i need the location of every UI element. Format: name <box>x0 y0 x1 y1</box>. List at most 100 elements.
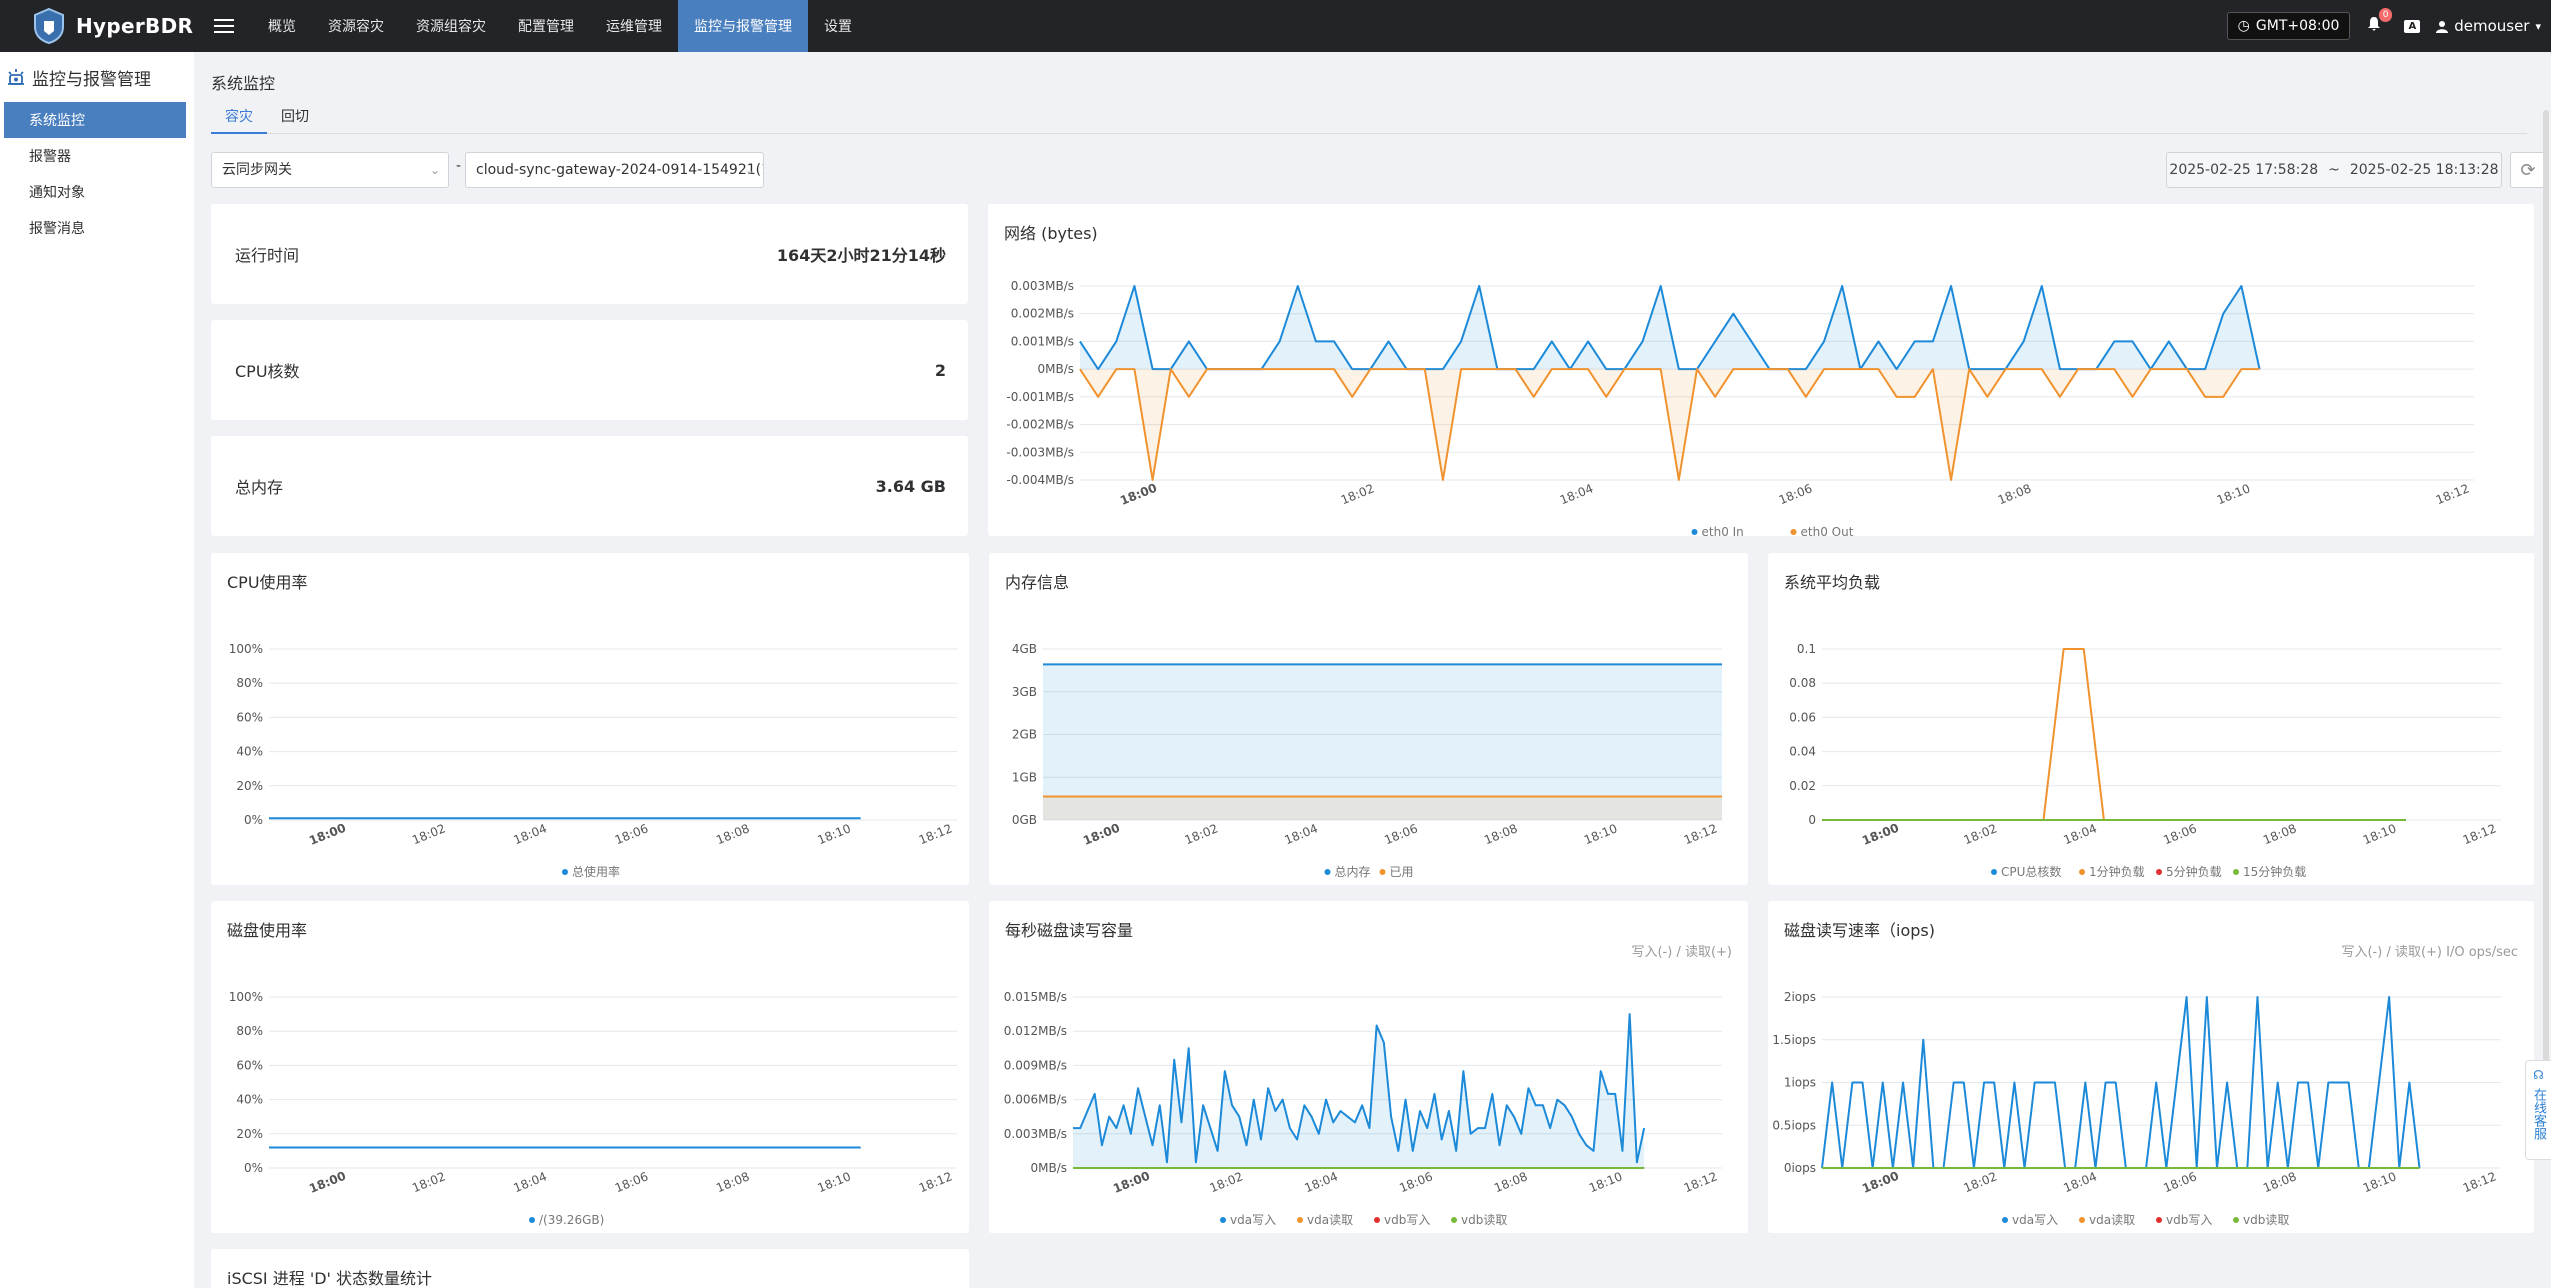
tab-dr[interactable]: 容灾 <box>211 104 267 134</box>
x-tick-label: 18:12 <box>1682 1169 1719 1195</box>
online-support-button[interactable]: ☊ 在线客服 <box>2525 1060 2551 1160</box>
date-range-picker[interactable]: 2025-02-25 17:58:28 ~ 2025-02-25 18:13:2… <box>2166 152 2502 188</box>
legend-item[interactable]: vda读取 <box>2079 1213 2135 1227</box>
y-tick-label: 80% <box>236 676 263 690</box>
nav-settings[interactable]: 设置 <box>824 19 852 35</box>
y-tick-label: 60% <box>236 1058 263 1072</box>
x-tick-label: 18:10 <box>1582 821 1619 847</box>
series-line <box>1821 996 2421 1169</box>
page-scrollbar[interactable] <box>2543 110 2549 1070</box>
series-line <box>1073 1013 1646 1164</box>
stat-label: 总内存 <box>235 478 284 497</box>
nav-resource-dr[interactable]: 资源容灾 <box>328 19 384 35</box>
sidebar-item-alarms[interactable]: 报警器 <box>29 149 71 165</box>
legend-item[interactable]: /(39.26GB) <box>529 1213 604 1227</box>
x-tick-label: 18:10 <box>2361 821 2398 847</box>
y-tick-label: 40% <box>236 745 263 759</box>
sidebar-item-system-monitor[interactable]: 系统监控 <box>4 102 186 138</box>
legend-item[interactable]: 总内存 <box>1324 865 1371 879</box>
chart-title: 每秒磁盘读写容量 <box>1005 921 1134 940</box>
legend-label: vdb写入 <box>2166 1213 2212 1227</box>
legend-label: 总使用率 <box>572 864 620 879</box>
main-nav: 概览 资源容灾 资源组容灾 配置管理 运维管理 监控与报警管理 设置 <box>252 0 868 52</box>
y-tick-label: 3GB <box>1012 685 1037 699</box>
type-select[interactable]: 云同步网关 ⌄ <box>211 152 449 188</box>
x-tick-label: 18:08 <box>714 1169 751 1195</box>
x-tick-label: 18:02 <box>410 821 447 847</box>
sidebar: 监控与报警管理 系统监控 报警器 通知对象 报警消息 <box>0 52 194 1288</box>
legend-item[interactable]: vdb读取 <box>2233 1213 2289 1227</box>
legend-item[interactable]: vdb读取 <box>1451 1213 1507 1227</box>
menu-toggle-icon[interactable] <box>214 15 234 37</box>
host-select[interactable]: cloud-sync-gateway-2024-0914-154921(19 ⌄ <box>465 152 764 188</box>
sidebar-item-alarm-messages[interactable]: 报警消息 <box>29 221 85 237</box>
tab-failback[interactable]: 回切 <box>281 109 309 125</box>
stat-label: CPU核数 <box>235 362 300 381</box>
legend-item[interactable]: 1分钟负载 <box>2079 864 2145 879</box>
y-tick-label: 20% <box>236 779 263 793</box>
y-tick-label: 0.1 <box>1797 642 1816 656</box>
refresh-button[interactable]: ⟳ <box>2510 152 2546 188</box>
x-tick-label: 18:06 <box>1397 1169 1434 1195</box>
y-tick-label: 0% <box>244 813 263 827</box>
x-tick-label: 18:06 <box>1382 821 1419 847</box>
legend-label: vda读取 <box>2089 1213 2135 1227</box>
legend-item[interactable]: 总使用率 <box>562 864 620 879</box>
chart-title: 磁盘使用率 <box>227 921 308 940</box>
nav-monitoring[interactable]: 监控与报警管理 <box>678 0 808 52</box>
load-average-chart-card: 系统平均负载 0.1 0.08 0.06 0.04 0.02 0 18:00 18:02 18:… <box>1768 553 2534 885</box>
legend-item[interactable]: 15分钟负载 <box>2233 864 2306 879</box>
sidebar-item-notify-targets[interactable]: 通知对象 <box>29 185 85 201</box>
x-tick-label: 18:04 <box>1558 481 1595 507</box>
notification-bell-icon[interactable]: 0 <box>2366 7 2393 37</box>
nav-overview[interactable]: 概览 <box>268 19 296 35</box>
nav-resource-group-dr[interactable]: 资源组容灾 <box>416 19 486 35</box>
timezone-label: GMT+08:00 <box>2255 18 2340 34</box>
legend-label: 5分钟负载 <box>2166 864 2222 879</box>
legend-item[interactable]: 5分钟负载 <box>2156 864 2222 879</box>
y-tick-label: -0.004MB/s <box>1006 473 1074 487</box>
legend-item[interactable]: eth0 In <box>1691 525 1744 536</box>
timezone-button[interactable]: ◷ GMT+08:00 <box>2226 12 2351 40</box>
legend-item[interactable]: CPU总核数 <box>1991 864 2061 879</box>
legend-item[interactable]: vdb写入 <box>1374 1213 1430 1227</box>
y-tick-label: 0 <box>1808 813 1816 827</box>
chart-subtitle: 写入(-) / 读取(+) <box>1631 945 1732 960</box>
legend-marker <box>1451 1217 1457 1223</box>
legend-label: vdb写入 <box>1384 1213 1430 1227</box>
iscsi-chart-card: iSCSI 进程 'D' 状态数量统计 <box>211 1249 969 1288</box>
logo[interactable]: HyperBDR <box>0 7 200 45</box>
legend-item[interactable]: vda读取 <box>1297 1213 1353 1227</box>
legend-label: vdb读取 <box>1461 1213 1507 1227</box>
x-tick-label: 18:02 <box>1183 821 1220 847</box>
page-title: 系统监控 <box>211 74 276 93</box>
x-tick-label: 18:06 <box>613 1169 650 1195</box>
legend-item[interactable]: 已用 <box>1379 865 1414 879</box>
y-tick-label: 4GB <box>1012 642 1037 656</box>
clock-icon: ◷ <box>2237 18 2250 34</box>
legend-marker <box>1790 529 1797 535</box>
username: demouser <box>2454 17 2530 35</box>
x-tick-label: 18:10 <box>816 1169 853 1195</box>
language-icon[interactable]: A <box>2404 19 2421 33</box>
y-tick-label: 0.06 <box>1789 710 1816 724</box>
x-tick-label: 18:02 <box>1339 481 1376 507</box>
x-tick-label: 18:02 <box>1962 821 1999 847</box>
refresh-icon: ⟳ <box>2520 159 2536 181</box>
x-tick-label: 18:08 <box>1482 821 1519 847</box>
user-menu[interactable]: demouser ▾ <box>2436 17 2541 35</box>
legend-item[interactable]: vda写入 <box>1220 1213 1276 1227</box>
chart-title: iSCSI 进程 'D' 状态数量统计 <box>227 1269 433 1288</box>
chart-title: 网络 (bytes) <box>1004 224 1098 243</box>
y-tick-label: 0.006MB/s <box>1004 1093 1067 1107</box>
series-line <box>1079 285 2261 371</box>
shield-logo-icon <box>34 7 64 45</box>
nav-ops[interactable]: 运维管理 <box>606 19 662 35</box>
legend-item[interactable]: eth0 Out <box>1790 525 1854 536</box>
legend-item[interactable]: vda写入 <box>2002 1213 2058 1227</box>
nav-config[interactable]: 配置管理 <box>518 19 574 35</box>
type-select-value: 云同步网关 <box>222 162 292 178</box>
y-tick-label: 0.015MB/s <box>1004 990 1067 1004</box>
legend-item[interactable]: vdb写入 <box>2156 1213 2212 1227</box>
chart-svg: 0.015MB/s 0.012MB/s 0.009MB/s 0.006MB/s 0.00… <box>1004 990 1722 1227</box>
